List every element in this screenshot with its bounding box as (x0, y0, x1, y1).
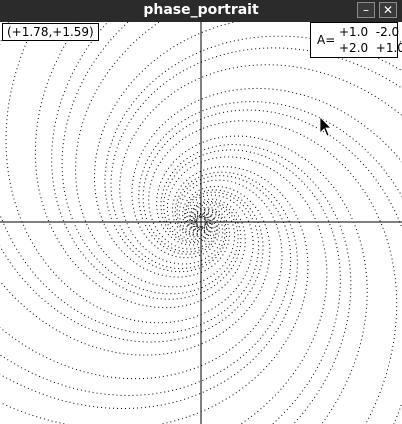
trajectory (61, 22, 239, 295)
trajectory (0, 179, 283, 380)
trajectory (0, 22, 260, 335)
matrix-box: A= +1.0 -2.0 +2.0 +1.0 (310, 22, 402, 58)
trajectory (51, 22, 242, 300)
trajectory (156, 135, 368, 424)
matrix-label: A= (317, 33, 336, 47)
minimize-button[interactable]: – (357, 2, 375, 18)
trajectory (74, 22, 235, 288)
trajectory (0, 175, 292, 397)
matrix-row-1: +1.0 -2.0 (339, 25, 400, 39)
trajectory (0, 185, 271, 356)
trajectory (166, 156, 328, 424)
matrix-row-2: +2.0 +1.0 (339, 41, 402, 55)
trajectory (142, 109, 402, 424)
trajectory (138, 101, 402, 255)
trajectory (34, 22, 246, 309)
trajectory (160, 143, 352, 424)
trajectory (94, 22, 402, 278)
close-button[interactable]: ✕ (379, 2, 397, 18)
phase-plot[interactable] (0, 22, 402, 424)
trajectory (104, 35, 402, 273)
trajectory (0, 189, 264, 343)
window-title: phase_portrait (143, 2, 259, 18)
trajectory (163, 149, 341, 424)
trajectory (0, 166, 309, 424)
trajectory (131, 87, 402, 259)
trajectory (148, 120, 398, 424)
mouse-cursor-icon (319, 116, 332, 137)
title-bar[interactable]: phase_portrait – ✕ (0, 0, 402, 22)
trajectory (110, 47, 402, 269)
trajectory (5, 22, 254, 324)
coordinate-readout: (+1.78,+1.59) (2, 23, 99, 41)
phase-plane-canvas[interactable] (0, 22, 402, 424)
